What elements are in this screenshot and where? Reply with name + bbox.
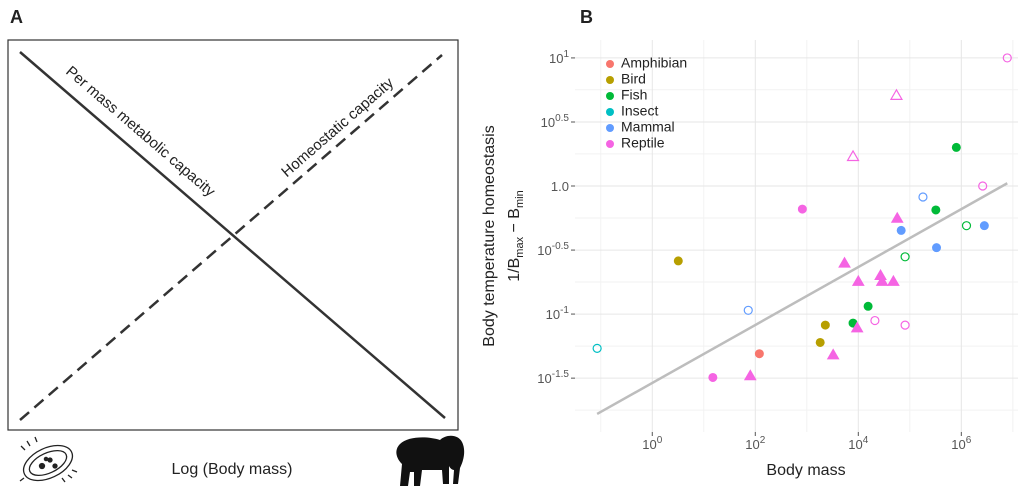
y-tick-label: 1.0 — [551, 179, 569, 194]
tick-base: 10 — [848, 437, 862, 452]
tick-base: 10 — [541, 115, 555, 130]
x-tick-label: 104 — [848, 435, 868, 453]
line-label: Per mass metabolic capacity — [62, 63, 218, 201]
tick-base: 10 — [537, 372, 551, 387]
x-axis-label: Body mass — [766, 462, 845, 479]
line-label: Homeostatic capacity — [278, 74, 397, 181]
point — [1002, 53, 1012, 63]
panel-label: B — [580, 7, 593, 27]
microbe-icon — [19, 436, 78, 483]
y-tick-label: 101 — [549, 49, 569, 67]
point — [961, 221, 972, 231]
label-part: − B — [506, 208, 523, 237]
point — [850, 321, 864, 333]
legend-swatch — [606, 140, 614, 148]
label-part: min — [514, 190, 526, 208]
tick-exponent: -1.5 — [552, 369, 570, 380]
y-tick-label: 10-1.5 — [537, 369, 569, 387]
legend-label: Bird — [621, 71, 646, 87]
tick-exponent: -1 — [560, 305, 569, 316]
label-part: 1/B — [506, 258, 523, 282]
y-axis-label: 1/Bmax − Bmin — [506, 190, 526, 281]
point — [743, 305, 753, 315]
tick-exponent: 2 — [760, 435, 766, 446]
y-tick-label: 10-0.5 — [537, 241, 569, 259]
tick-base: 10 — [549, 51, 563, 66]
point — [797, 204, 807, 214]
panel-label: A — [10, 7, 23, 27]
point — [743, 369, 757, 381]
tick-base: 1.0 — [551, 179, 569, 194]
point — [826, 348, 840, 360]
tick-exponent: 4 — [863, 435, 869, 446]
legend-swatch — [606, 108, 614, 116]
tick-exponent: 0.5 — [555, 113, 569, 124]
tick-exponent: 0 — [657, 435, 663, 446]
solid-line — [19, 51, 446, 419]
tick-exponent: 6 — [966, 435, 972, 446]
legend-label: Amphibian — [621, 55, 687, 71]
tick-base: 10 — [546, 308, 560, 323]
point — [863, 301, 873, 311]
point — [890, 211, 904, 223]
point — [887, 274, 900, 286]
dashed-line — [19, 54, 443, 421]
point — [851, 274, 865, 286]
point — [815, 337, 825, 347]
trend-line — [596, 182, 1008, 416]
point — [820, 320, 830, 330]
x-axis-label: Log (Body mass) — [172, 461, 293, 478]
legend-swatch — [606, 60, 614, 68]
legend-label: Insect — [621, 103, 658, 119]
point — [754, 349, 764, 359]
point — [931, 205, 941, 215]
legend-label: Mammal — [621, 119, 675, 135]
legend-label: Reptile — [621, 135, 665, 151]
x-tick-label: 100 — [642, 435, 662, 453]
elephant-icon — [396, 435, 465, 486]
tick-base: 10 — [537, 244, 551, 259]
point — [951, 142, 961, 152]
point — [592, 343, 602, 353]
legend-swatch — [606, 76, 614, 84]
panel-frame — [7, 39, 459, 431]
legend-swatch — [606, 124, 614, 132]
x-tick-label: 106 — [951, 435, 971, 453]
tick-base: 10 — [745, 437, 759, 452]
label-part: max — [514, 236, 526, 257]
point — [870, 315, 880, 326]
point — [900, 252, 910, 262]
legend-swatch — [606, 92, 614, 100]
point — [875, 274, 889, 286]
plot-background — [575, 40, 1018, 432]
point — [978, 181, 988, 191]
point — [846, 149, 860, 162]
point — [979, 221, 989, 231]
tick-exponent: 1 — [563, 49, 569, 60]
tick-base: 10 — [951, 437, 965, 452]
point — [900, 320, 910, 330]
tick-base: 10 — [642, 437, 656, 452]
x-tick-label: 102 — [745, 435, 765, 453]
point — [673, 256, 683, 266]
point — [932, 243, 942, 253]
point — [889, 88, 903, 100]
point — [896, 225, 906, 235]
tick-exponent: -0.5 — [552, 241, 570, 252]
legend-label: Fish — [621, 87, 647, 103]
y-tick-label: 10-1 — [546, 305, 570, 323]
y-axis-label: Body temperature homeostasis — [481, 125, 498, 346]
point — [838, 256, 851, 268]
point — [918, 192, 928, 202]
y-tick-label: 100.5 — [541, 113, 570, 131]
point — [708, 372, 718, 382]
